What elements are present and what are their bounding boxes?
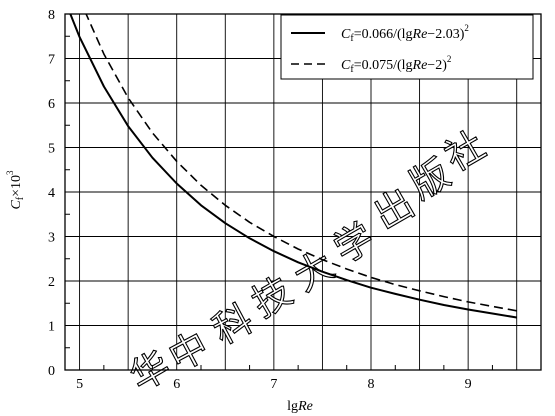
ticks	[65, 35, 493, 370]
watermark-char: 学	[327, 215, 382, 272]
y-tick-label: 7	[48, 53, 55, 68]
x-axis-label: lgRe	[287, 399, 313, 414]
y-tick-label: 0	[48, 364, 55, 379]
y-axis-label: Cf×103	[5, 170, 26, 210]
series-line-solid	[69, 14, 517, 319]
legend-box	[280, 14, 534, 80]
curves	[69, 14, 517, 319]
x-tick-label: 7	[270, 377, 277, 392]
y-tick-label: 8	[48, 8, 55, 23]
y-tick-label: 4	[48, 186, 55, 201]
x-tick-label: 9	[465, 377, 472, 392]
watermark-char: 技	[245, 269, 300, 326]
x-tick-label: 6	[173, 377, 180, 392]
y-tick-label: 1	[48, 320, 55, 335]
y-tick-label: 5	[48, 142, 55, 157]
x-tick-label: 8	[368, 377, 375, 392]
watermark-char: 科	[206, 296, 260, 353]
y-tick-label: 3	[48, 231, 55, 246]
legend-entry-solid: Cf=0.066/(lgRe−2.03)2	[341, 23, 469, 44]
legend-entry-dashed: Cf=0.075/(lgRe−2)2	[341, 54, 451, 75]
tick-labels: 5 6 7 8 9 0 1 2 3 4 5 6 7 8	[48, 8, 472, 392]
y-tick-label: 2	[48, 275, 55, 290]
series-line-dashed	[85, 14, 517, 312]
legend: Cf=0.066/(lgRe−2.03)2 Cf=0.075/(lgRe−2)2	[280, 14, 534, 80]
watermark-char: 大	[287, 243, 342, 300]
plot-frame	[64, 13, 542, 371]
y-tick-label: 6	[48, 97, 55, 112]
x-tick-label: 5	[76, 377, 83, 392]
